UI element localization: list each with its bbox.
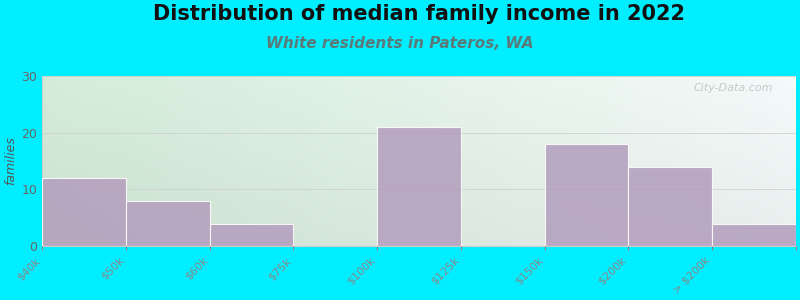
Bar bbox=[628, 167, 712, 246]
Text: White residents in Pateros, WA: White residents in Pateros, WA bbox=[266, 36, 534, 51]
Title: Distribution of median family income in 2022: Distribution of median family income in … bbox=[153, 4, 685, 24]
Y-axis label: families: families bbox=[4, 136, 17, 185]
Text: City-Data.com: City-Data.com bbox=[694, 82, 774, 92]
Bar bbox=[377, 127, 461, 246]
Bar bbox=[42, 178, 126, 246]
Bar bbox=[126, 201, 210, 246]
Bar bbox=[712, 224, 796, 246]
Bar bbox=[545, 144, 628, 246]
Bar bbox=[210, 224, 294, 246]
